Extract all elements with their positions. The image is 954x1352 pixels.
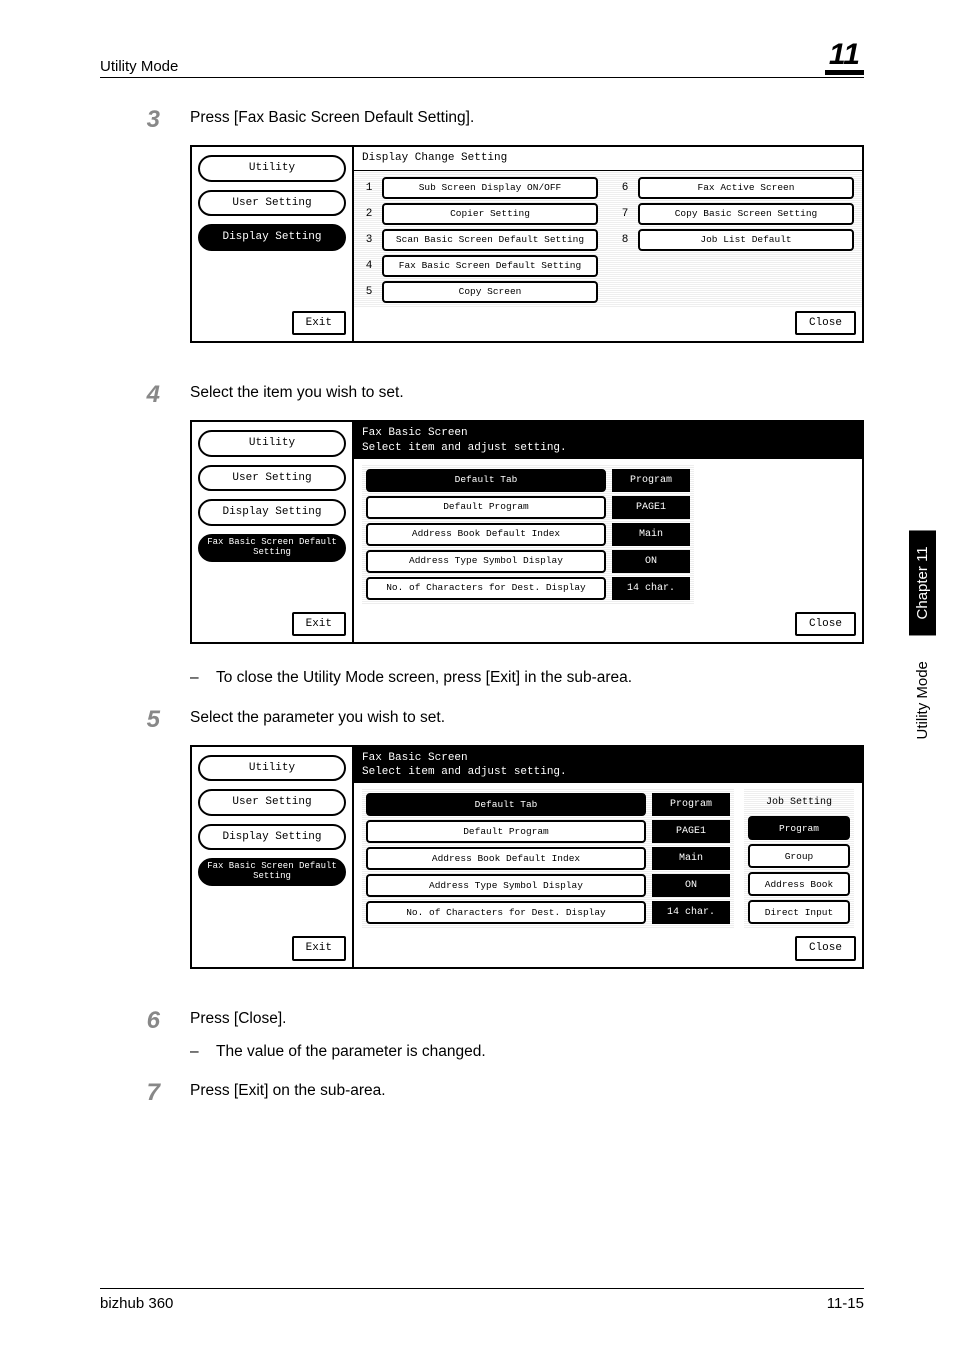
side-chapter-label: Chapter 11 — [909, 530, 936, 635]
scan-basic-screen-button[interactable]: Scan Basic Screen Default Setting — [382, 229, 598, 251]
default-tab-value: Program — [652, 793, 730, 816]
options-header: Job Setting — [748, 793, 850, 812]
option-number: 7 — [618, 203, 632, 225]
step-number: 4 — [100, 381, 160, 690]
crumb-utility[interactable]: Utility — [198, 155, 346, 182]
header-section: Utility Mode — [100, 58, 178, 75]
copy-basic-screen-button[interactable]: Copy Basic Screen Setting — [638, 203, 854, 225]
crumb-user-setting[interactable]: User Setting — [198, 465, 346, 492]
footer-page: 11-15 — [827, 1295, 864, 1312]
option-number: 5 — [362, 281, 376, 303]
step-note: The value of the parameter is changed. — [216, 1040, 864, 1063]
num-characters-button[interactable]: No. of Characters for Dest. Display — [366, 901, 646, 924]
panel-title: Display Change Setting — [354, 147, 862, 170]
option-number: 8 — [618, 229, 632, 251]
crumb-fax-basic-default[interactable]: Fax Basic Screen Default Setting — [198, 858, 346, 886]
address-book-index-button[interactable]: Address Book Default Index — [366, 847, 646, 870]
exit-button[interactable]: Exit — [292, 936, 346, 961]
address-book-index-value: Main — [612, 523, 690, 546]
exit-button[interactable]: Exit — [292, 311, 346, 336]
option-address-book[interactable]: Address Book — [748, 872, 850, 896]
step-number: 3 — [100, 106, 160, 365]
step-number: 7 — [100, 1079, 160, 1107]
option-number: 2 — [362, 203, 376, 225]
default-tab-button[interactable]: Default Tab — [366, 469, 606, 492]
option-program[interactable]: Program — [748, 816, 850, 840]
close-button[interactable]: Close — [795, 612, 856, 637]
copier-setting-button[interactable]: Copier Setting — [382, 203, 598, 225]
fax-basic-screen-button[interactable]: Fax Basic Screen Default Setting — [382, 255, 598, 277]
default-program-value: PAGE1 — [612, 496, 690, 519]
screenshot-fax-basic-screen-2: Utility User Setting Display Setting Fax… — [190, 745, 864, 969]
step-number: 5 — [100, 706, 160, 991]
screenshot-display-change-setting: Utility User Setting Display Setting Exi… — [190, 145, 864, 343]
crumb-utility[interactable]: Utility — [198, 430, 346, 457]
default-tab-value: Program — [612, 469, 690, 492]
side-section-label: Utility Mode — [914, 661, 931, 739]
default-program-button[interactable]: Default Program — [366, 496, 606, 519]
panel-title: Fax Basic ScreenSelect item and adjust s… — [354, 747, 862, 784]
address-type-symbol-value: ON — [612, 550, 690, 573]
panel-title: Fax Basic ScreenSelect item and adjust s… — [354, 422, 862, 459]
option-group[interactable]: Group — [748, 844, 850, 868]
crumb-fax-basic-default[interactable]: Fax Basic Screen Default Setting — [198, 534, 346, 562]
step-number: 6 — [100, 1007, 160, 1064]
step-text: Select the item you wish to set. — [190, 381, 864, 404]
step-text: Press [Close]. — [190, 1007, 864, 1030]
default-program-value: PAGE1 — [652, 820, 730, 843]
default-tab-button[interactable]: Default Tab — [366, 793, 646, 816]
crumb-display-setting[interactable]: Display Setting — [198, 499, 346, 526]
exit-button[interactable]: Exit — [292, 612, 346, 637]
crumb-display-setting[interactable]: Display Setting — [198, 824, 346, 851]
address-book-index-value: Main — [652, 847, 730, 870]
option-number: 3 — [362, 229, 376, 251]
crumb-utility[interactable]: Utility — [198, 755, 346, 782]
copy-screen-button[interactable]: Copy Screen — [382, 281, 598, 303]
address-book-index-button[interactable]: Address Book Default Index — [366, 523, 606, 546]
default-program-button[interactable]: Default Program — [366, 820, 646, 843]
crumb-display-setting[interactable]: Display Setting — [198, 224, 346, 251]
step-text: Press [Exit] on the sub-area. — [190, 1079, 864, 1102]
close-button[interactable]: Close — [795, 936, 856, 961]
job-list-default-button[interactable]: Job List Default — [638, 229, 854, 251]
crumb-user-setting[interactable]: User Setting — [198, 190, 346, 217]
address-type-symbol-button[interactable]: Address Type Symbol Display — [366, 874, 646, 897]
screenshot-fax-basic-screen-1: Utility User Setting Display Setting Fax… — [190, 420, 864, 644]
option-number: 1 — [362, 177, 376, 199]
num-characters-value: 14 char. — [652, 901, 730, 924]
sub-screen-display-button[interactable]: Sub Screen Display ON/OFF — [382, 177, 598, 199]
fax-active-screen-button[interactable]: Fax Active Screen — [638, 177, 854, 199]
close-button[interactable]: Close — [795, 311, 856, 336]
address-type-symbol-button[interactable]: Address Type Symbol Display — [366, 550, 606, 573]
crumb-user-setting[interactable]: User Setting — [198, 789, 346, 816]
num-characters-button[interactable]: No. of Characters for Dest. Display — [366, 577, 606, 600]
footer-product: bizhub 360 — [100, 1295, 173, 1312]
address-type-symbol-value: ON — [652, 874, 730, 897]
option-number: 4 — [362, 255, 376, 277]
step-text: Select the parameter you wish to set. — [190, 706, 864, 729]
step-text: Press [Fax Basic Screen Default Setting]… — [190, 106, 864, 129]
bullet-dash: – — [190, 666, 202, 689]
option-number: 6 — [618, 177, 632, 199]
step-note: To close the Utility Mode screen, press … — [216, 666, 864, 689]
option-direct-input[interactable]: Direct Input — [748, 900, 850, 924]
bullet-dash: – — [190, 1040, 202, 1063]
chapter-number: 11 — [825, 40, 864, 75]
num-characters-value: 14 char. — [612, 577, 690, 600]
